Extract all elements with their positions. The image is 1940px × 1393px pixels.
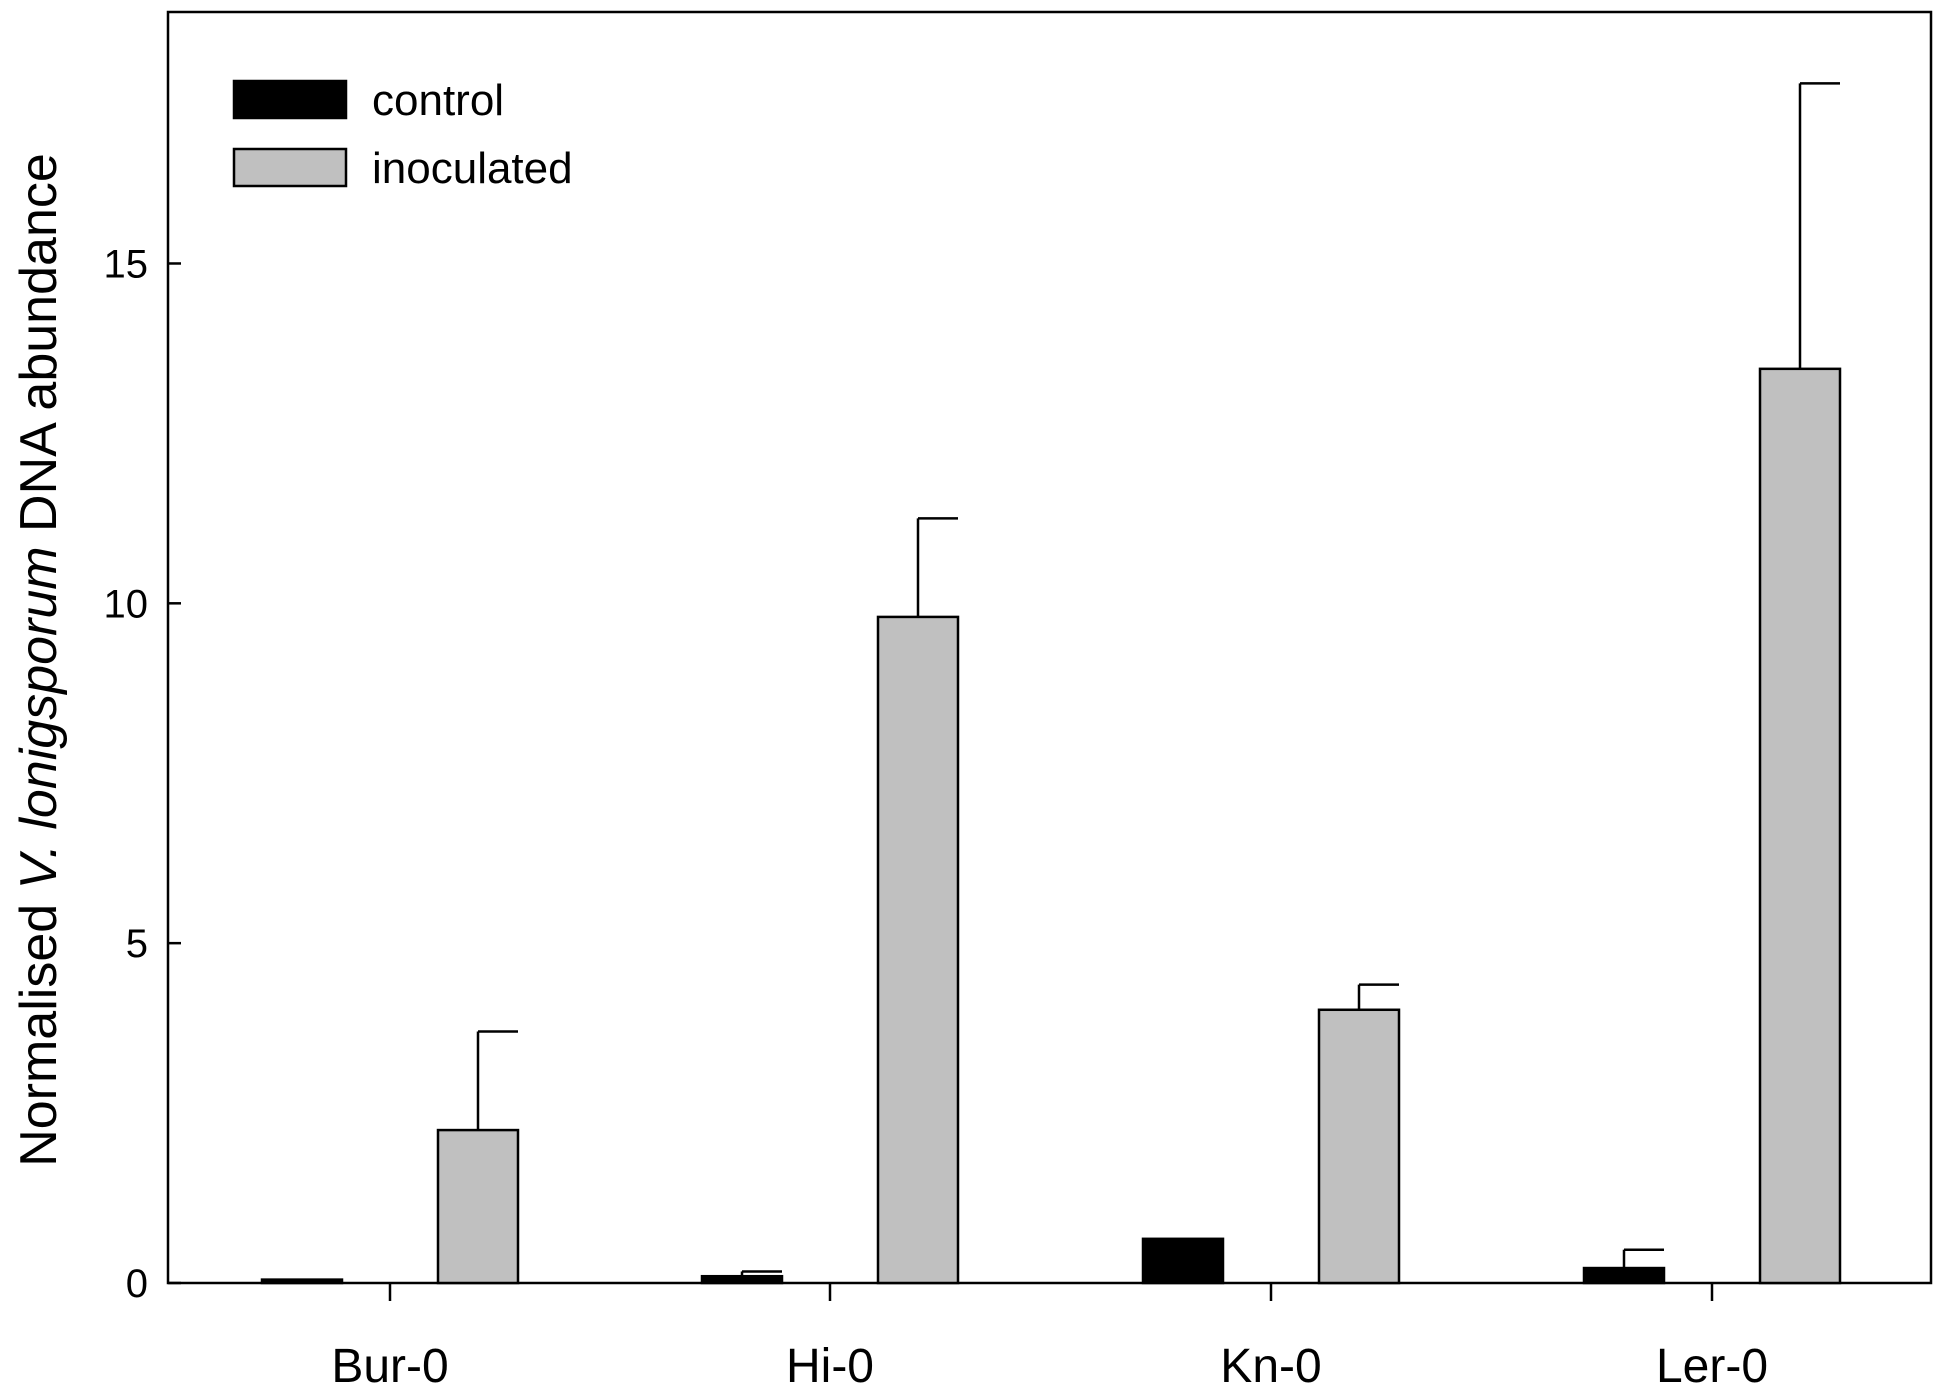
- bar-inoculated-Bur-0: [436, 1128, 520, 1285]
- bar-inoculated-Kn-0: [1317, 1008, 1401, 1285]
- y-tick-label: 0: [126, 1262, 148, 1306]
- legend: control inoculated: [232, 76, 573, 193]
- x-tick-label-Ler-0: Ler-0: [1656, 1340, 1768, 1393]
- chart-marks: [260, 82, 1842, 1285]
- x-tick-label-Kn-0: Kn-0: [1220, 1340, 1321, 1393]
- bar-control-Hi-0: [700, 1274, 784, 1285]
- bar-inoculated-Ler-0: [1758, 367, 1842, 1285]
- y-tick-label: 10: [104, 582, 149, 626]
- bar-control-Kn-0: [1141, 1237, 1225, 1285]
- legend-label-inoculated: inoculated: [372, 144, 573, 193]
- legend-label-control: control: [372, 76, 504, 125]
- bar-inoculated-Hi-0: [876, 615, 960, 1285]
- y-tick-label: 5: [126, 922, 148, 966]
- bar-control-Ler-0: [1582, 1266, 1666, 1285]
- legend-swatch-inoculated: [232, 147, 348, 188]
- y-axis: 0 5 10 15: [104, 242, 181, 1306]
- x-tick-label-Hi-0: Hi-0: [786, 1340, 874, 1393]
- y-tick-label: 15: [104, 242, 149, 286]
- plot-frame: [166, 10, 1933, 1285]
- legend-swatch-control: [232, 79, 348, 120]
- y-axis-label: Normalised V. lonigsporum DNA abundance: [10, 153, 68, 1167]
- bar-control-Bur-0: [260, 1278, 344, 1285]
- x-axis: Bur-0 Hi-0 Kn-0 Ler-0: [331, 1283, 1768, 1393]
- x-tick-label-Bur-0: Bur-0: [331, 1340, 448, 1393]
